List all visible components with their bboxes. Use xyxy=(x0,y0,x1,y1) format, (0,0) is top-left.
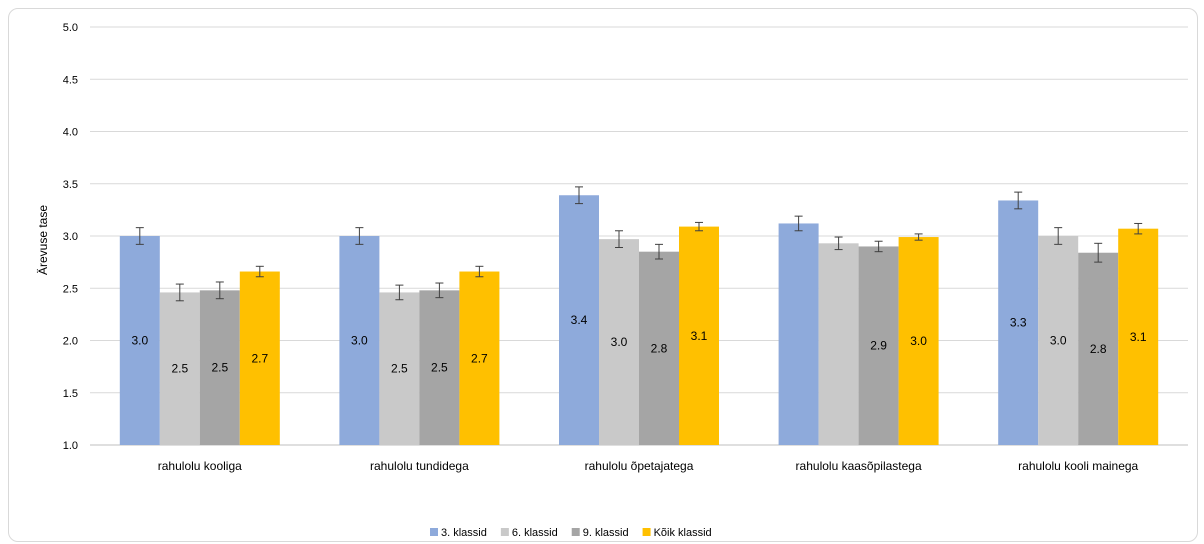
bar xyxy=(339,236,380,445)
category-label: rahulolu kaasõpilastega xyxy=(796,459,922,473)
data-label: 2.7 xyxy=(471,351,488,365)
bar xyxy=(1038,236,1079,445)
data-label: 3.0 xyxy=(910,334,927,348)
bar xyxy=(679,226,719,445)
data-label: 2.8 xyxy=(651,341,668,355)
bar xyxy=(1078,252,1119,445)
bar xyxy=(998,200,1039,445)
bars xyxy=(119,195,1159,445)
data-labels: 3.0 2.5 2.5 2.7 3.0 2.5 2.5 2.7 3.4 3.0 2.8 3.1 2.9 3… xyxy=(131,313,1146,376)
bar xyxy=(639,251,679,445)
bar xyxy=(199,290,240,445)
bar xyxy=(818,243,859,445)
category-labels: rahulolu kooliga rahulolu tundidega rahulo… xyxy=(158,459,1139,473)
data-label: 3.0 xyxy=(131,334,148,348)
y-tick-labels: 1.0 1.5 2.0 2.5 3.0 3.5 4.0 4.5 5.0 xyxy=(63,22,78,452)
bar xyxy=(239,271,280,445)
bar xyxy=(379,292,420,445)
bar xyxy=(419,290,460,445)
data-label: 3.3 xyxy=(1010,316,1027,330)
data-label: 3.0 xyxy=(351,334,368,348)
bar xyxy=(778,223,819,445)
legend-label: 3. klassid xyxy=(441,527,487,539)
legend-label: 9. klassid xyxy=(583,527,629,539)
legend-swatch xyxy=(430,528,438,536)
legend-swatch xyxy=(642,528,651,536)
category-label: rahulolu kooliga xyxy=(158,459,242,473)
bar xyxy=(898,237,939,445)
legend-swatch xyxy=(500,528,509,536)
category-label: rahulolu õpetajatega xyxy=(585,459,694,473)
legend: 3. klassid 6. klassid 9. klassid Kõik klass… xyxy=(430,527,712,539)
data-label: 2.5 xyxy=(431,361,448,375)
legend-label: Kõik klassid xyxy=(654,527,712,539)
data-label: 3.0 xyxy=(1050,334,1067,348)
data-label: 2.5 xyxy=(391,362,408,376)
data-label: 3.1 xyxy=(691,329,708,343)
bar xyxy=(599,239,639,445)
data-label: 3.1 xyxy=(1130,330,1147,344)
bar xyxy=(459,271,500,445)
y-tick-label: 2.0 xyxy=(63,336,78,348)
data-label: 3.0 xyxy=(611,335,628,349)
legend-label: 6. klassid xyxy=(512,527,558,539)
bar xyxy=(858,246,899,445)
y-tick-label: 5.0 xyxy=(63,22,78,34)
data-label: 3.4 xyxy=(571,313,588,327)
y-tick-label: 1.0 xyxy=(63,440,78,452)
bar xyxy=(1118,228,1159,445)
bar xyxy=(159,292,200,445)
bar xyxy=(559,195,599,445)
data-label: 2.5 xyxy=(171,362,188,376)
category-label: rahulolu tundidega xyxy=(370,459,469,473)
y-tick-label: 4.5 xyxy=(63,74,78,86)
data-label: 2.5 xyxy=(211,361,228,375)
data-label: 2.9 xyxy=(870,339,887,353)
data-label: 2.8 xyxy=(1090,342,1107,356)
error-bars xyxy=(135,186,1143,302)
legend-swatch xyxy=(571,528,580,536)
category-label: rahulolu kooli mainega xyxy=(1018,459,1138,473)
y-tick-label: 3.0 xyxy=(63,231,78,243)
bar xyxy=(119,236,160,445)
y-tick-label: 3.5 xyxy=(63,179,78,191)
y-tick-label: 1.5 xyxy=(63,388,78,400)
data-label: 2.7 xyxy=(251,351,268,365)
y-tick-label: 2.5 xyxy=(63,283,78,295)
y-tick-label: 4.0 xyxy=(63,127,78,139)
y-axis-label: Ärevuse tase xyxy=(36,205,50,275)
